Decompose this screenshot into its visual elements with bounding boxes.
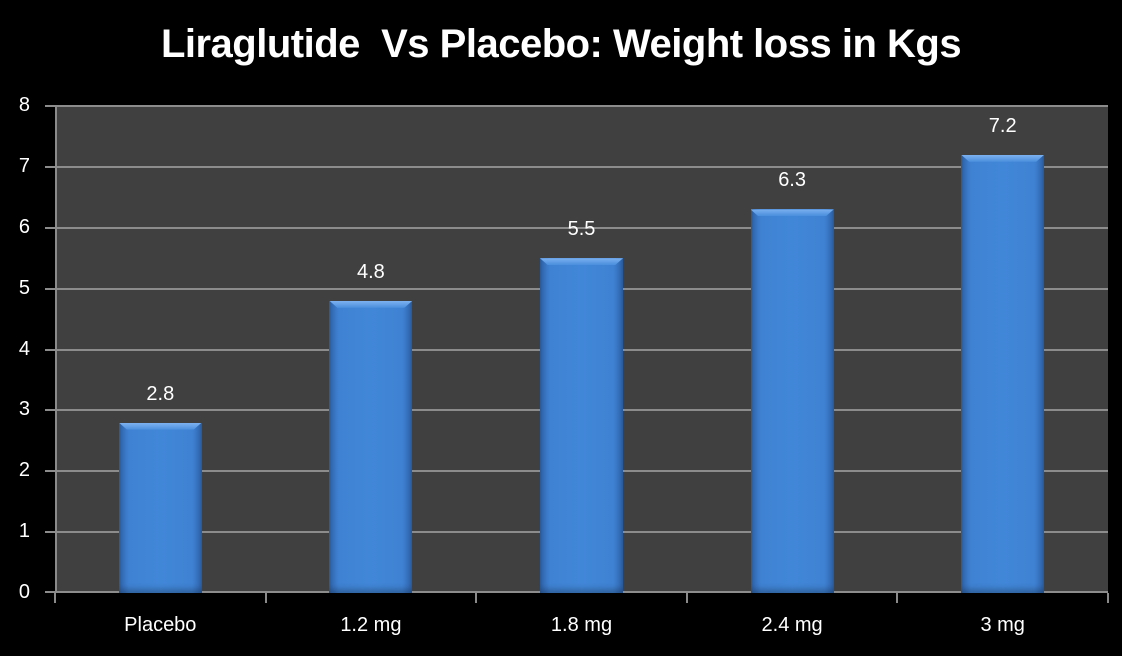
x-tick-mark [685, 593, 688, 603]
y-tick-label: 5 [18, 276, 30, 299]
bar-3-mg [961, 154, 1045, 593]
data-label: 4.8 [356, 260, 385, 283]
y-tick-label: 2 [18, 459, 30, 482]
bar-placebo [118, 422, 202, 593]
gridline [45, 105, 1108, 107]
data-label: 5.5 [567, 218, 596, 241]
chart-title: Liraglutide Vs Placebo: Weight loss in K… [160, 22, 962, 66]
x-tick-label: 2.4 mg [761, 614, 823, 636]
y-tick-label: 1 [18, 520, 30, 543]
y-tick-label: 7 [18, 154, 30, 177]
y-tick-label: 3 [18, 398, 30, 421]
gridline [45, 226, 1108, 229]
data-label: 7.2 [988, 114, 1017, 137]
x-tick-mark [896, 593, 899, 603]
bar-1-8-mg [540, 258, 623, 593]
gridline [45, 165, 1108, 168]
x-tick-mark [475, 593, 478, 603]
x-tick-label: 3 mg [980, 614, 1025, 636]
x-tick-mark [264, 593, 267, 603]
y-tick-label: 0 [18, 581, 30, 603]
x-tick-mark [1107, 593, 1109, 603]
data-label: 2.8 [146, 382, 175, 405]
bar-1-2-mg [329, 300, 413, 593]
x-tick-label: 1.2 mg [340, 614, 402, 636]
y-tick-label: 4 [18, 337, 30, 360]
x-tick-label: 1.8 mg [550, 614, 613, 636]
data-label: 6.3 [778, 169, 806, 192]
x-tick-label: Placebo [124, 614, 197, 636]
y-tick-label: 8 [18, 94, 30, 116]
x-tick-mark [54, 593, 56, 603]
bar-2-4-mg [750, 209, 834, 593]
y-tick-label: 6 [18, 215, 30, 238]
